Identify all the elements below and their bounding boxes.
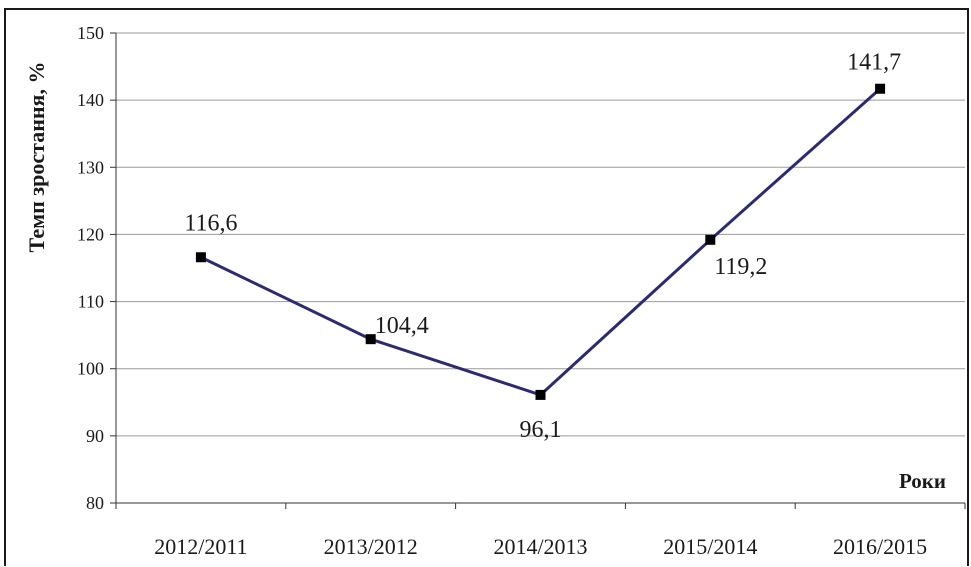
y-tick-label: 110 xyxy=(78,292,104,312)
y-tick-label: 150 xyxy=(77,23,104,43)
data-labels: 116,6 104,4 96,1 119,2 141,7 xyxy=(184,50,901,443)
series-markers xyxy=(195,83,886,400)
data-point-marker xyxy=(875,83,886,94)
data-point-marker xyxy=(365,334,376,345)
y-tick-label: 120 xyxy=(77,224,104,244)
x-tick-label: 2012/2011 xyxy=(154,534,247,559)
data-point-marker xyxy=(195,252,206,263)
y-tick-label: 100 xyxy=(77,359,104,379)
gridlines xyxy=(116,32,965,437)
data-label: 141,7 xyxy=(847,50,901,76)
data-label: 104,4 xyxy=(375,313,429,339)
y-axis-title: Темп зростання, % xyxy=(24,62,49,253)
data-label: 119,2 xyxy=(714,254,767,280)
data-label: 96,1 xyxy=(520,417,562,443)
x-tick-label: 2013/2012 xyxy=(324,534,418,559)
x-axis-title: Роки xyxy=(899,469,946,493)
data-point-marker xyxy=(535,389,546,400)
y-tick-labels: 80 90 100 110 120 130 140 150 xyxy=(77,23,104,513)
data-label: 116,6 xyxy=(184,210,237,236)
axes xyxy=(110,32,966,509)
x-tick-label: 2015/2014 xyxy=(663,534,757,559)
x-tick-label: 2014/2013 xyxy=(493,534,587,559)
series-polyline xyxy=(200,87,882,397)
y-tick-label: 80 xyxy=(86,493,104,513)
y-tick-label: 140 xyxy=(77,90,104,110)
y-tick-label: 90 xyxy=(86,426,104,446)
y-tick-label: 130 xyxy=(77,157,104,177)
chart-frame xyxy=(4,8,969,566)
x-tick-label: 2016/2015 xyxy=(833,534,927,559)
data-point-marker xyxy=(705,234,716,245)
series-line xyxy=(200,87,882,397)
x-tick-labels: 2012/2011 2013/2012 2014/2013 2015/2014 2016… xyxy=(154,534,927,559)
